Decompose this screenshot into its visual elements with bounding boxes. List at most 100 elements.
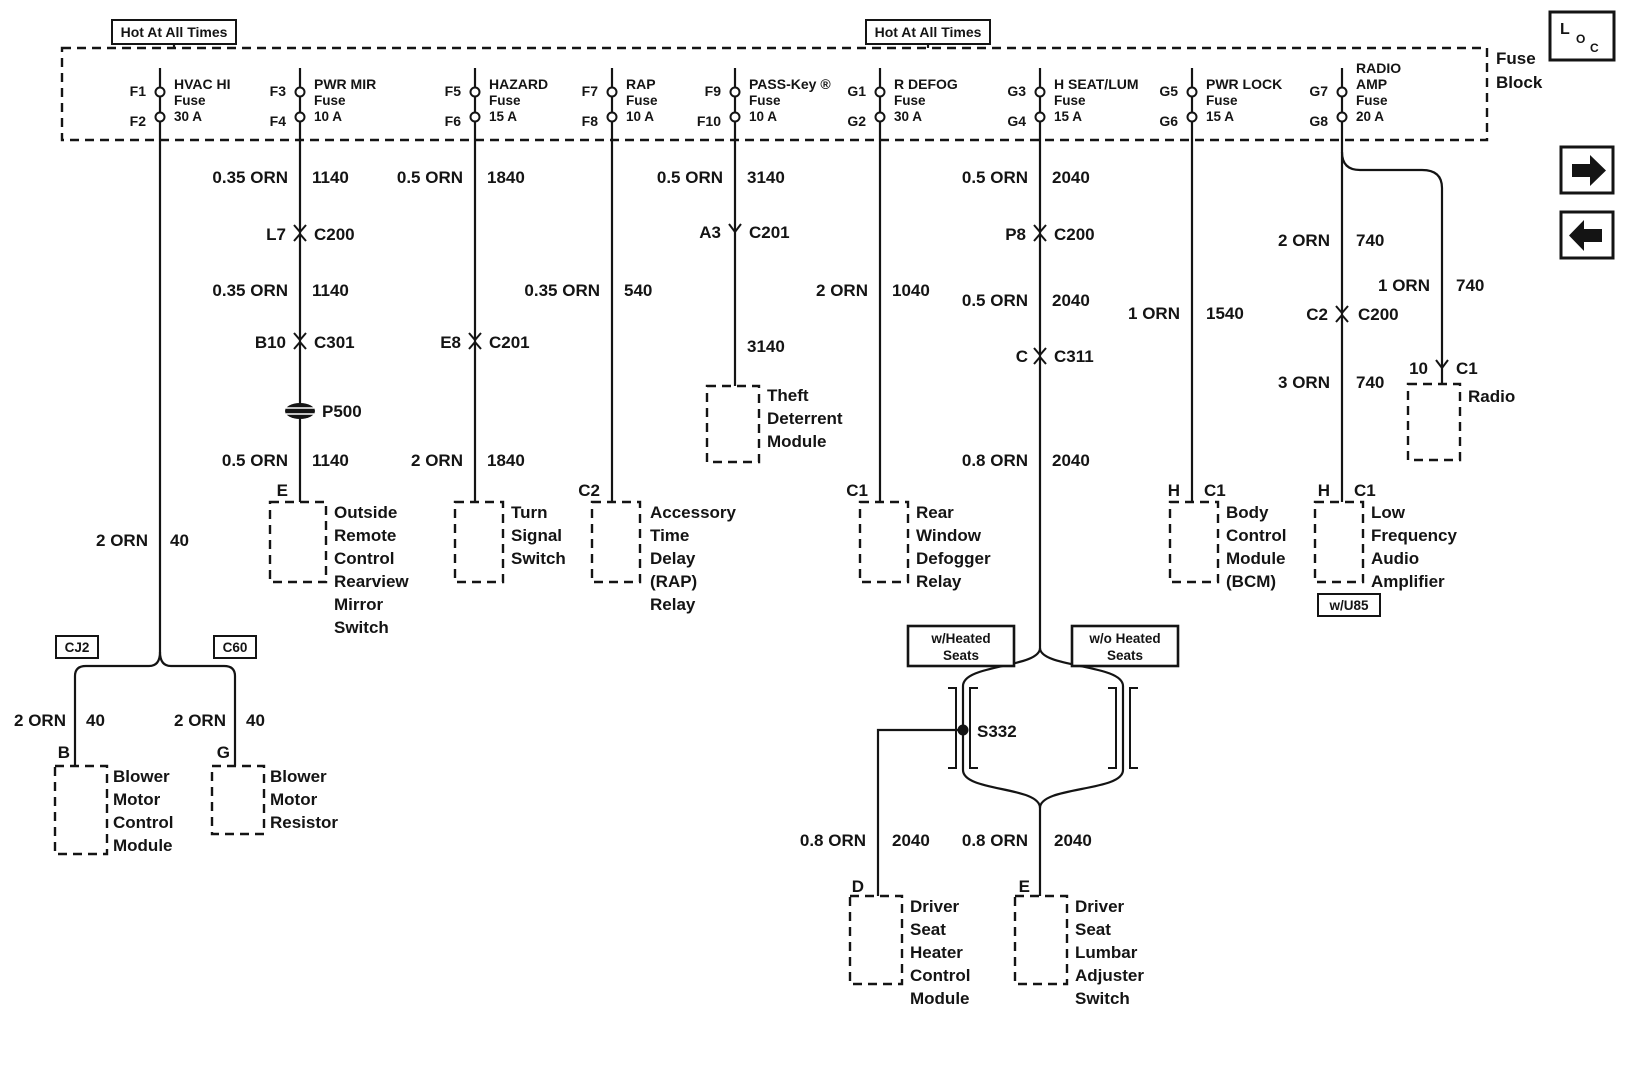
component-name-line: Radio: [1468, 387, 1515, 406]
connector-name: C200: [314, 225, 355, 244]
wire-gauge-label: 0.5 ORN: [962, 168, 1028, 187]
fuse-word: Fuse: [1206, 93, 1238, 108]
wire-circuit-label: 2040: [1052, 451, 1090, 470]
wire-gauge-label: 1 ORN: [1128, 304, 1180, 323]
option-box-wo-heated-seats: [1070, 624, 1180, 668]
component-name-line: Control: [910, 966, 970, 985]
branch-hazard: 0.5 ORN 1840 E8 C201 2 ORN 1840 Turn Sig…: [397, 121, 566, 584]
fuse-block-label-line1: Fuse: [1496, 49, 1536, 68]
wire-circuit-label: 1140: [312, 451, 349, 470]
connector-pin: A3: [699, 223, 721, 242]
connector-name: C1: [1354, 481, 1376, 500]
component-name-line: Deterrent: [767, 409, 843, 428]
fuse-amps: 10 A: [314, 109, 342, 124]
component-name-line: Control: [1226, 526, 1286, 545]
pin-letter: H: [1168, 481, 1180, 500]
wire-gauge-label: 3 ORN: [1278, 373, 1330, 392]
component-name-line: Low: [1371, 503, 1406, 522]
component-name-line: Control: [113, 813, 173, 832]
component-name-line: Time: [650, 526, 689, 545]
fuse-word: Fuse: [1054, 93, 1086, 108]
component-name-line: Module: [910, 989, 970, 1008]
branch-passkey: 0.5 ORN 3140 A3 C201 3140 Theft Deterren…: [657, 121, 843, 464]
fuse-word: Fuse: [174, 93, 206, 108]
wire-gauge-label: 2 ORN: [14, 711, 66, 730]
component-name-line: Heater: [910, 943, 963, 962]
fuse-h-seat-lum: G3 G4 H SEAT/LUM Fuse 15 A: [1007, 68, 1139, 129]
fuse-pin-top: G5: [1159, 83, 1178, 99]
hot-at-all-times-box-2: [865, 19, 991, 45]
fuse-name: PASS-Key ®: [749, 76, 831, 92]
fuse-hazard: F5 F6 HAZARD Fuse 15 A: [445, 68, 548, 129]
branch-rdefog: 2 ORN 1040 C1 Rear Window Defogger Relay: [816, 121, 991, 591]
wire-circuit-label: 3140: [747, 168, 785, 187]
component-name-line: Audio: [1371, 549, 1419, 568]
connector-pin: P8: [1005, 225, 1026, 244]
component-name-line: (RAP): [650, 572, 697, 591]
wire-circuit-label: 1540: [1206, 304, 1244, 323]
component-name-line: Defogger: [916, 549, 991, 568]
component-box-turn-signal-switch: [453, 500, 505, 584]
connector-label-cj2: CJ2: [65, 640, 90, 655]
wire-circuit-label: 740: [1356, 231, 1384, 250]
wire-circuit-label: 2040: [1052, 291, 1090, 310]
fuse-hvac-hi: F1 F2 HVAC HI Fuse 30 A: [130, 68, 231, 129]
fuse-amps: 30 A: [894, 109, 922, 124]
fuse-pin-top: F9: [705, 83, 722, 99]
pin-letter: H: [1318, 481, 1330, 500]
inline-connector-icon: [1033, 347, 1047, 365]
wire-circuit-label: 740: [1356, 373, 1384, 392]
fuse-clip-icon: [874, 111, 886, 123]
fuse-clip-icon: [1186, 86, 1198, 98]
wire-circuit-label: 540: [624, 281, 652, 300]
fuse-clip-icon: [1336, 111, 1348, 123]
fuse-amps: 15 A: [1054, 109, 1082, 124]
wire-gauge-label: 0.5 ORN: [962, 291, 1028, 310]
connector-box-c60: [213, 635, 257, 659]
fuse-word: Fuse: [314, 93, 346, 108]
fuse-pin-bottom: F10: [697, 113, 721, 129]
fuse-clip-icon: [606, 111, 618, 123]
wire-gauge-label: 2 ORN: [174, 711, 226, 730]
connector-name: C201: [749, 223, 790, 242]
fuse-name: RAP: [626, 76, 656, 92]
component-name-line: Turn: [511, 503, 548, 522]
fuse-clip-icon: [154, 86, 166, 98]
fuse-clip-icon: [1336, 86, 1348, 98]
option-bracket-icon: [969, 687, 978, 769]
wire-gauge-label: 0.35 ORN: [524, 281, 600, 300]
fuse-word: Fuse: [749, 93, 781, 108]
option-label-line: w/Heated: [930, 631, 990, 646]
component-name-line: Module: [113, 836, 173, 855]
connector-pin: L7: [266, 225, 286, 244]
component-name-line: Switch: [511, 549, 566, 568]
fuse-word: Fuse: [626, 93, 658, 108]
fuse-clip-icon: [729, 111, 741, 123]
component-name-line: Accessory: [650, 503, 737, 522]
fuse-pin-top: F5: [445, 83, 462, 99]
component-box-defogger-relay: [858, 500, 910, 584]
branch-hseat: 0.5 ORN 2040 P8 C200 0.5 ORN 2040 C C311…: [800, 121, 1180, 1008]
component-name-line: Delay: [650, 549, 696, 568]
wire-gauge-label: 0.35 ORN: [212, 281, 288, 300]
fuse-word: Fuse: [894, 93, 926, 108]
wire-hseat-splice-branch: [876, 728, 963, 896]
component-name-line: Resistor: [270, 813, 338, 832]
pin-letter: D: [852, 877, 864, 896]
option-bracket-icon: [948, 687, 957, 769]
splice-icon-p500: [285, 403, 315, 419]
component-box-blower-motor-resistor: [210, 764, 266, 836]
wire-circuit-label: 3140: [747, 337, 785, 356]
component-box-radio: [1406, 382, 1462, 462]
fuse-word: Fuse: [489, 93, 521, 108]
component-name-line: Motor: [113, 790, 161, 809]
component-name-line: Relay: [650, 595, 696, 614]
fuse-pwr-lock: G5 G6 PWR LOCK Fuse 15 A: [1159, 68, 1282, 129]
hot-at-all-times-label-1: Hot At All Times: [121, 24, 228, 40]
component-name-line: Relay: [916, 572, 962, 591]
inline-connector-icon: [293, 332, 307, 350]
wire-circuit-label: 1140: [312, 281, 349, 300]
hot-at-all-times-label-2: Hot At All Times: [875, 24, 982, 40]
fuse-amps: 15 A: [1206, 109, 1234, 124]
